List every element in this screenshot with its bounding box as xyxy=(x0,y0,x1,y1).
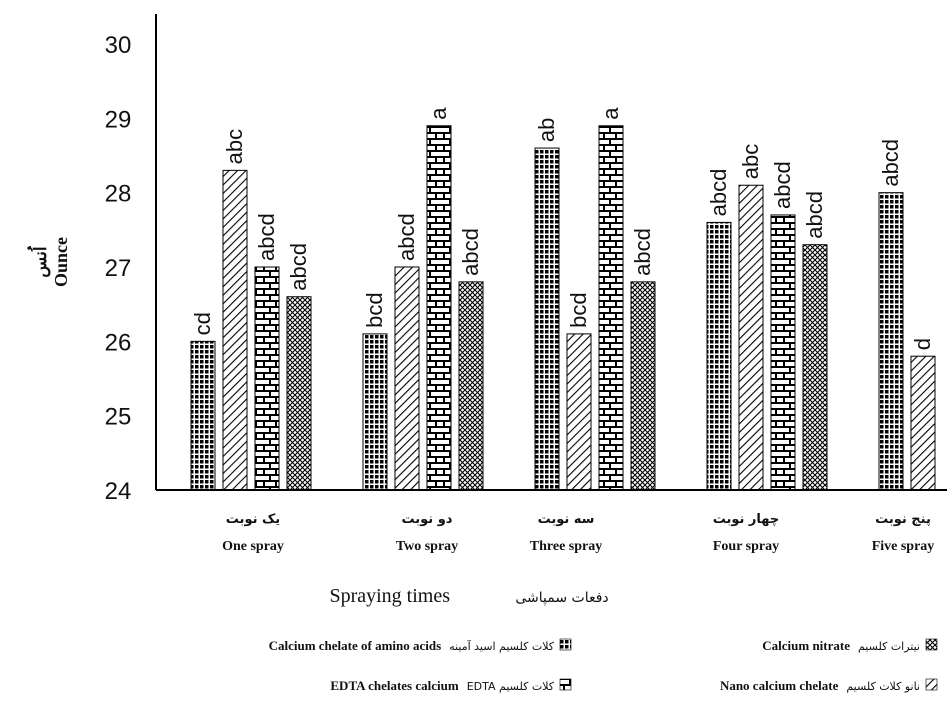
bar xyxy=(566,333,592,491)
x-axis-title-fa: دفعات سمپاشی xyxy=(515,590,608,606)
bar xyxy=(534,147,560,491)
legend-swatch xyxy=(559,638,572,651)
legend: کلات کلسیم اسید آمینه Calcium chelate of … xyxy=(269,638,938,693)
category-label-en: Four spray xyxy=(713,539,779,554)
legend-label-fa: EDTA کلات کلسیم xyxy=(467,680,555,693)
bar-letter-label: abcd xyxy=(286,243,311,291)
category-label-fa: یک نوبت xyxy=(226,512,280,527)
y-tick-label: 25 xyxy=(105,404,132,431)
bar-letter-label: d xyxy=(910,338,935,350)
bar xyxy=(254,266,280,491)
bar-letter-label: abcd xyxy=(878,139,903,187)
bar xyxy=(222,169,248,491)
bar-letter-label: abcd xyxy=(458,228,483,276)
category-label-en: Three spray xyxy=(530,539,602,554)
x-axis-title: Spraying times دفعات سمپاشی xyxy=(329,585,608,607)
bar xyxy=(738,184,764,491)
category-label-fa: دو نوبت xyxy=(402,512,453,527)
x-axis-category-labels: یک نوبت One spray دو نوبت Two spray سه نوبت T… xyxy=(222,512,934,554)
bar xyxy=(394,266,420,491)
bar xyxy=(910,355,936,491)
bar-letter-label: a xyxy=(598,107,623,120)
y-axis-title-fa: اُنس xyxy=(26,246,51,278)
y-tick-label: 28 xyxy=(105,181,132,208)
bar xyxy=(802,244,828,491)
legend-swatch xyxy=(559,678,572,691)
bar-letter-label: abcd xyxy=(706,169,731,217)
y-tick-label: 29 xyxy=(105,106,132,133)
bar-letter-label: abcd xyxy=(802,191,827,239)
legend-swatch xyxy=(925,638,938,651)
category-label-fa: پنج نوبت xyxy=(875,512,931,527)
y-axis-title-en: Ounce xyxy=(51,237,71,287)
bar xyxy=(770,214,796,491)
bar xyxy=(706,221,732,491)
bar-letter-label: abcd xyxy=(394,213,419,261)
bars xyxy=(190,125,936,491)
bar-letter-label: abcd xyxy=(254,213,279,261)
category-label-en: Five spray xyxy=(872,539,935,554)
bar xyxy=(458,281,484,491)
bar xyxy=(630,281,656,491)
x-axis-title-en: Spraying times xyxy=(329,585,450,607)
bar xyxy=(190,340,216,491)
bar-letter-label: a xyxy=(426,107,451,120)
bar xyxy=(426,125,452,491)
y-tick-label: 27 xyxy=(105,255,132,282)
category-label-fa: سه نوبت xyxy=(538,512,595,527)
legend-label-fa: نیترات کلسیم xyxy=(858,640,920,653)
legend-label-en: Nano calcium chelate xyxy=(720,678,839,693)
bar xyxy=(598,125,624,491)
bar-letter-label: bcd xyxy=(362,292,387,327)
category-label-en: One spray xyxy=(222,539,284,554)
legend-label-en: EDTA chelates calcium xyxy=(330,678,458,693)
bar-letter-label: bcd xyxy=(566,292,591,327)
bar-letter-label: abc xyxy=(222,129,247,164)
y-tick-label: 24 xyxy=(105,478,132,505)
y-tick-label: 26 xyxy=(105,329,132,356)
y-tick-label: 30 xyxy=(105,32,132,59)
legend-label-fa: کلات کلسیم اسید آمینه xyxy=(449,639,555,653)
bar-letter-label: abc xyxy=(738,144,763,179)
bar-letter-label: abcd xyxy=(770,161,795,209)
bar xyxy=(878,192,904,491)
y-axis-ticks: 24 25 26 27 28 29 30 xyxy=(105,32,132,505)
legend-label-en: Calcium nitrate xyxy=(762,638,850,653)
y-axis-title: اُنس Ounce xyxy=(26,237,71,287)
category-label-fa: چهار نوبت xyxy=(713,512,780,527)
bar xyxy=(362,333,388,491)
bar xyxy=(286,296,312,491)
bar-letter-label: ab xyxy=(534,118,559,142)
category-label-en: Two spray xyxy=(396,539,458,554)
legend-label-fa: نانو کلات کلسیم xyxy=(846,680,920,693)
legend-label-en: Calcium chelate of amino acids xyxy=(269,638,442,653)
bar-letter-label: cd xyxy=(190,312,215,335)
bar-letter-label: abcd xyxy=(630,228,655,276)
legend-swatch xyxy=(925,678,938,691)
